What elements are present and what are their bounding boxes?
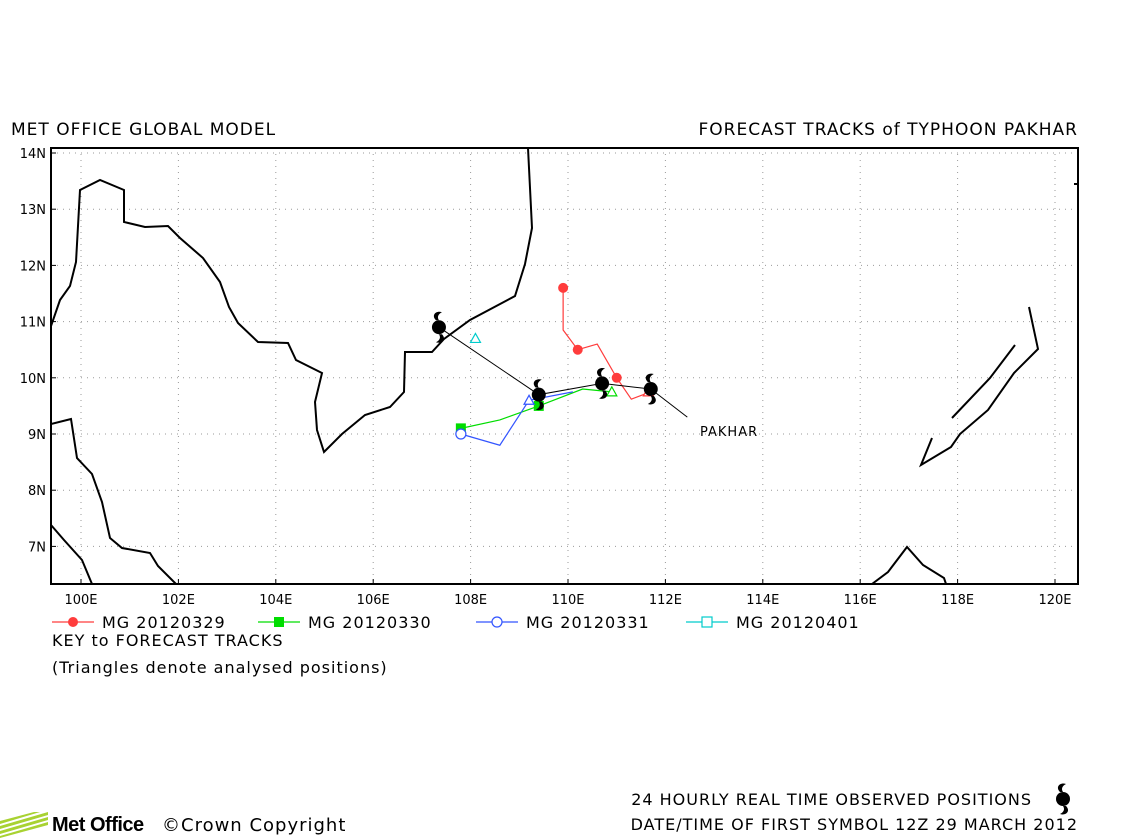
legend-swatch-mg0401 [686, 616, 728, 628]
analysed-triangle-mg0330 [605, 385, 618, 397]
lat-label: 11N [20, 316, 46, 331]
footer-first-symbol-time: DATE/TIME OF FIRST SYMBOL 12Z 29 MARCH 2… [630, 815, 1078, 834]
lat-label: 12N [20, 259, 46, 274]
copyright-notice: ©Crown Copyright [162, 815, 347, 836]
met-office-logo-text: Met Office [52, 813, 144, 836]
observed-track-tail [650, 388, 688, 418]
lon-label: 120E [1038, 593, 1071, 608]
legend-swatch-mg0330 [258, 617, 300, 627]
lon-label: 106E [357, 593, 390, 608]
lat-label: 9N [28, 428, 46, 443]
typhoon-icon [1056, 783, 1070, 815]
observed-track [431, 311, 688, 418]
forecast-marker-mg0330 [533, 400, 544, 411]
track-mg0330 [455, 385, 618, 434]
forecast-marker-mg0330 [455, 423, 466, 434]
lon-label: 116E [844, 593, 877, 608]
legend-swatch-mg0329 [52, 617, 94, 627]
track-legend: MG 20120329 MG 20120330 MG 20120331 MG 2… [52, 611, 1082, 633]
lon-label: 114E [746, 593, 779, 608]
typhoon-icon [643, 373, 658, 405]
legend-label-mg0330: MG 20120330 [308, 612, 432, 632]
footer-observed-positions: 24 HOURLY REAL TIME OBSERVED POSITIONS [631, 790, 1032, 809]
legend-item-mg0329: MG 20120329 [52, 611, 226, 633]
coastlines [51, 148, 1078, 584]
typhoon-icon [431, 311, 446, 343]
chart-title: FORECAST TRACKS of TYPHOON PAKHAR [698, 120, 1078, 140]
forecast-marker-mg0329 [611, 372, 622, 383]
observed-track-line [438, 326, 651, 396]
legend-label-mg0331: MG 20120331 [526, 612, 650, 632]
forecast-marker-mg0329 [558, 282, 569, 293]
legend-label-mg0329: MG 20120329 [102, 612, 226, 632]
grid-lines [51, 148, 1078, 584]
forecast-marker-mg0329 [572, 344, 583, 355]
lon-label: 110E [551, 593, 584, 608]
met-office-logo: Met Office [0, 812, 144, 838]
track-mg0331 [455, 391, 573, 446]
lon-label: 104E [259, 593, 292, 608]
coastline-peninsula [51, 524, 93, 584]
legend-swatch-mg0331 [476, 616, 518, 628]
lon-label: 118E [941, 593, 974, 608]
lat-label: 14N [20, 147, 46, 162]
legend-item-mg0401: MG 20120401 [686, 611, 860, 633]
coastline-thailand-cambodia [51, 148, 534, 454]
latitude-labels: 14N 13N 12N 11N 10N 9N 8N 7N [20, 147, 56, 555]
analysed-triangle-mg0401 [469, 332, 482, 344]
lon-label: 108E [454, 593, 487, 608]
coastline-palawan [918, 306, 1040, 468]
lat-label: 10N [20, 372, 46, 387]
longitude-labels: 100E 102E 104E 106E 108E 110E 112E 114E 116E 118E… [64, 579, 1072, 608]
lon-label: 102E [162, 593, 195, 608]
key-note: (Triangles denote analysed positions) [52, 658, 388, 677]
map-frame [50, 147, 1079, 585]
forecast-marker-mg0331 [455, 428, 467, 440]
track-line-mg0329 [562, 287, 652, 400]
met-office-logo-icon [0, 812, 48, 838]
analysed-triangle-mg0331 [523, 394, 536, 405]
forecast-tracks [455, 282, 655, 446]
coastline-borneo [871, 545, 947, 584]
storm-name-label: PAKHAR [700, 425, 758, 440]
track-line-mg0331 [460, 391, 573, 446]
legend-item-mg0330: MG 20120330 [258, 611, 432, 633]
lat-label: 13N [20, 203, 46, 218]
model-title: MET OFFICE GLOBAL MODEL [11, 120, 277, 140]
track-mg0401 [469, 332, 482, 344]
coastline-gulf-west [51, 417, 177, 584]
lon-label: 100E [64, 593, 97, 608]
lat-label: 7N [28, 540, 46, 555]
typhoon-icon [595, 367, 610, 399]
legend-label-mg0401: MG 20120401 [736, 612, 860, 632]
lat-label: 8N [28, 484, 46, 499]
legend-item-mg0331: MG 20120331 [476, 611, 650, 633]
lon-label: 112E [649, 593, 682, 608]
key-title: KEY to FORECAST TRACKS [52, 631, 284, 650]
